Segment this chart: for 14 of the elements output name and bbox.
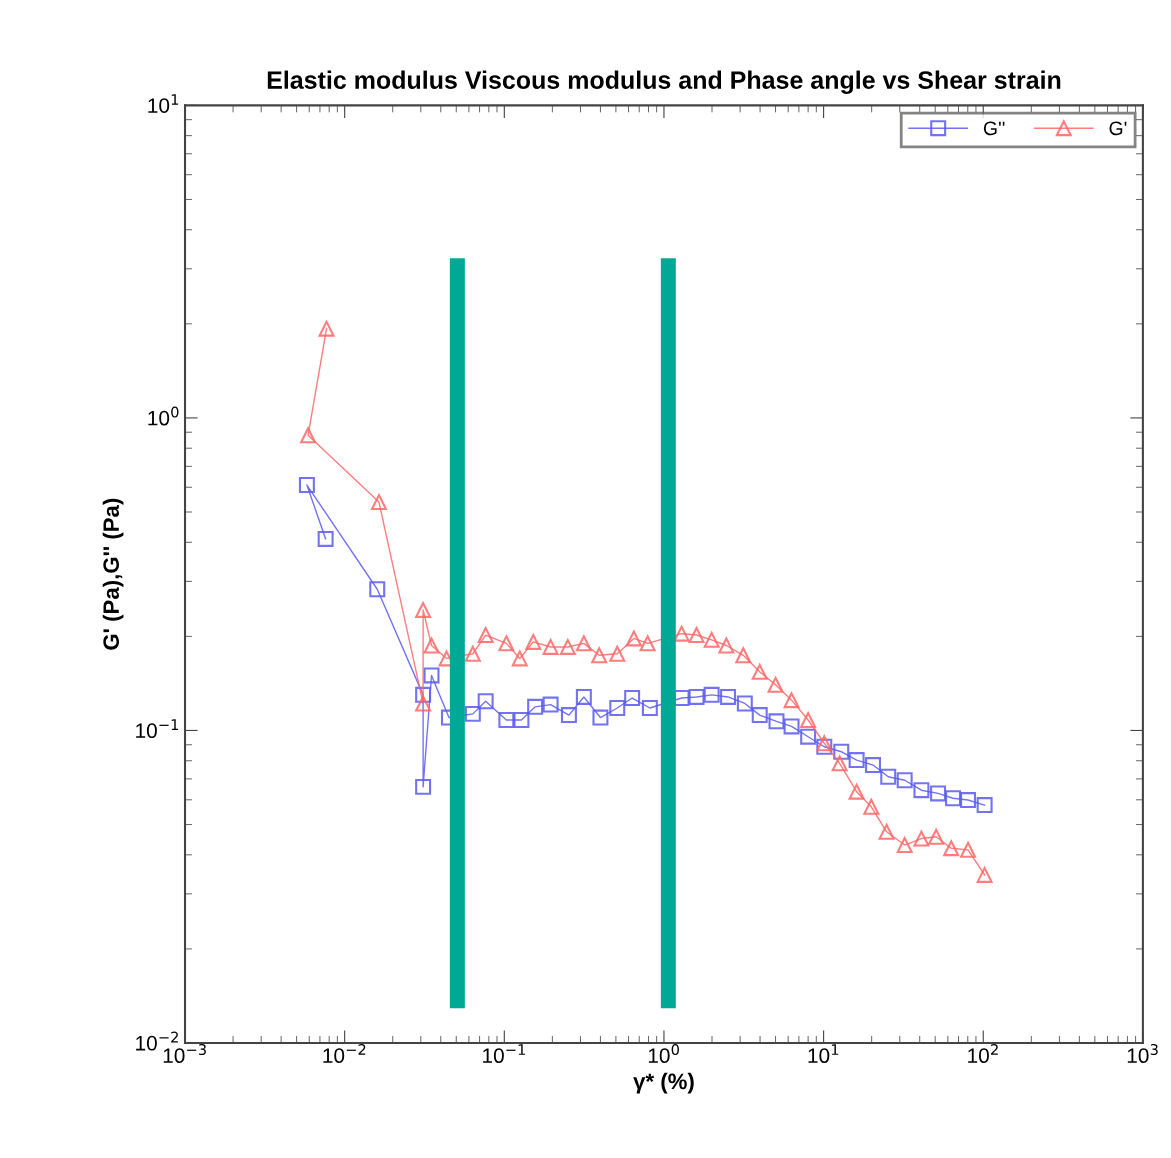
y-tick-label: 10$^{0}$ [148, 406, 179, 426]
x-tick-label: 10$^{−2}$ [323, 1044, 366, 1064]
y-tick-label: 10$^{1}$ [148, 94, 179, 113]
x-tick-label: 10$^{1}$ [808, 1044, 839, 1064]
x-tick-label: 10$^{−1}$ [483, 1044, 526, 1064]
x-tick-label: 10$^{2}$ [968, 1044, 998, 1064]
legend-label: G'' [983, 121, 1005, 136]
x-tick-label: 10$^{3}$ [1127, 1044, 1158, 1064]
y-tick-label: 10$^{−1}$ [136, 719, 179, 739]
x-axis-title: γ* (%) [633, 1072, 694, 1094]
chart-title: Elastic modulus Viscous modulus and Phase angle vs Shear strain [267, 70, 1061, 95]
y-axis-title: G' (Pa),G'' (Pa) [102, 498, 124, 650]
x-tick-label: 10$^{0}$ [648, 1044, 679, 1064]
legend-label: G' [1109, 121, 1127, 136]
